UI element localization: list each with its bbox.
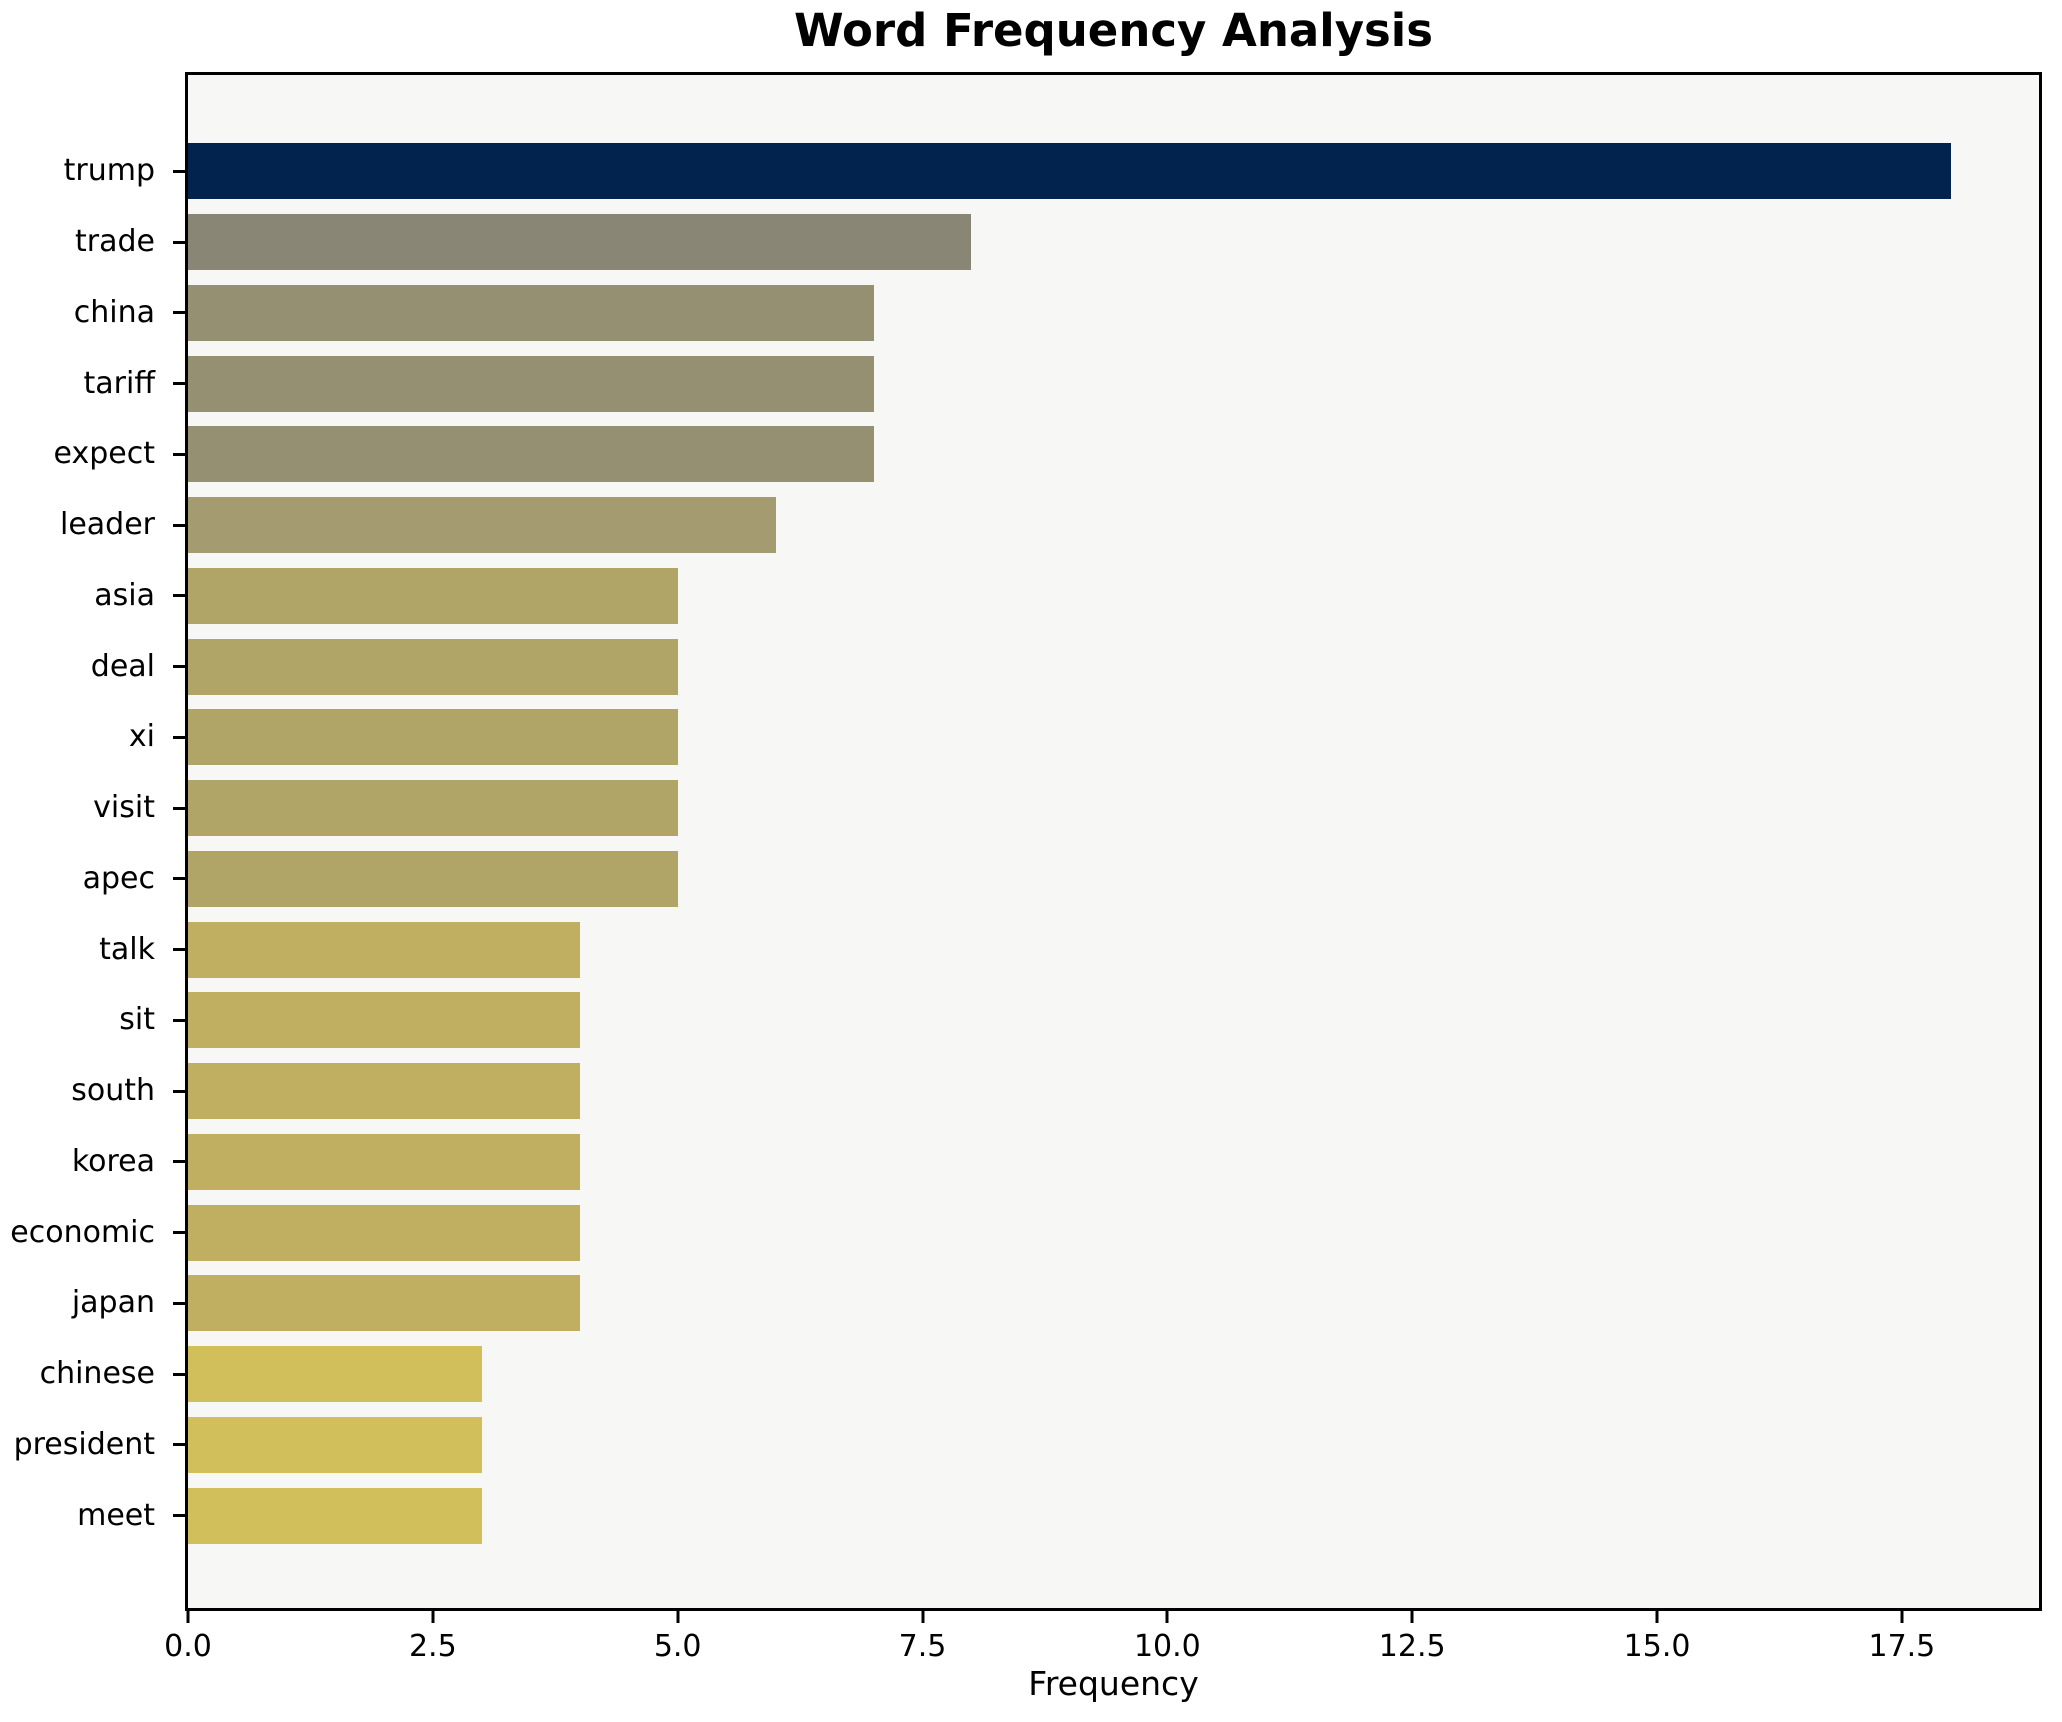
bar-korea [188, 1133, 580, 1190]
y-tick-mark [173, 311, 185, 315]
bar-sit [188, 992, 580, 1049]
x-tick-mark [1165, 1611, 1169, 1623]
y-tick-mark [173, 169, 185, 173]
x-tick-label: 2.5 [408, 1629, 457, 1664]
y-tick-mark [173, 1160, 185, 1164]
x-tick-mark [431, 1611, 435, 1623]
y-tick-label-korea: korea [71, 1143, 155, 1179]
x-tick-label: 15.0 [1623, 1629, 1691, 1664]
x-tick-mark [1655, 1611, 1659, 1623]
y-tick-label-sit: sit [119, 1002, 155, 1038]
bar-talk [188, 921, 580, 978]
x-tick-mark [1410, 1611, 1414, 1623]
y-tick-mark [173, 1089, 185, 1093]
chart-title: Word Frequency Analysis [793, 4, 1434, 57]
y-tick-mark [173, 1372, 185, 1376]
bar-japan [188, 1275, 580, 1332]
y-tick-mark [173, 523, 185, 527]
y-tick-mark [173, 452, 185, 456]
bars-container [188, 75, 2039, 1608]
y-tick-mark [173, 594, 185, 598]
y-tick-label-japan: japan [71, 1285, 155, 1321]
y-tick-label-apec: apec [82, 860, 155, 896]
bar-economic [188, 1204, 580, 1261]
y-tick-label-asia: asia [94, 577, 155, 613]
plot-area [185, 72, 2042, 1611]
y-tick-mark [173, 382, 185, 386]
y-tick-label-leader: leader [59, 507, 155, 543]
y-tick-label-deal: deal [90, 648, 155, 684]
x-tick-label: 0.0 [164, 1629, 212, 1664]
bar-asia [188, 567, 678, 624]
y-tick-label-trump: trump [63, 153, 155, 189]
bar-expect [188, 426, 874, 483]
y-tick-label-talk: talk [99, 931, 155, 967]
y-tick-mark [173, 1443, 185, 1447]
bar-deal [188, 638, 678, 695]
x-tick-mark [921, 1611, 925, 1623]
y-tick-mark [173, 1514, 185, 1518]
bar-visit [188, 780, 678, 837]
bar-trade [188, 214, 972, 271]
bar-south [188, 1063, 580, 1120]
y-tick-mark [173, 735, 185, 739]
y-tick-mark [173, 877, 185, 881]
x-tick-label: 12.5 [1378, 1629, 1446, 1664]
x-tick-mark [1900, 1611, 1904, 1623]
y-tick-label-china: china [73, 294, 155, 330]
bar-meet [188, 1487, 482, 1544]
y-tick-label-south: south [71, 1073, 155, 1109]
x-tick-label: 17.5 [1868, 1629, 1936, 1664]
y-tick-label-economic: economic [10, 1214, 155, 1250]
bar-trump [188, 143, 1951, 200]
x-axis: 0.0 2.5 5.0 7.5 10.0 12.5 15.0 17.5 [164, 1611, 2039, 1691]
bar-tariff [188, 355, 874, 412]
y-tick-mark [173, 240, 185, 244]
y-tick-label-tariff: tariff [83, 365, 155, 401]
y-tick-label-xi: xi [128, 719, 155, 755]
bar-xi [188, 709, 678, 766]
y-tick-label-expect: expect [53, 436, 155, 472]
y-tick-label-visit: visit [93, 790, 155, 826]
bar-president [188, 1416, 482, 1473]
y-tick-mark [173, 1231, 185, 1235]
bar-china [188, 284, 874, 341]
x-tick-label: 7.5 [898, 1629, 947, 1664]
y-tick-mark [173, 1018, 185, 1022]
y-tick-label-meet: meet [77, 1497, 155, 1533]
x-tick-mark [676, 1611, 680, 1623]
y-tick-mark [173, 1301, 185, 1305]
y-tick-label-president: president [13, 1426, 155, 1462]
x-tick-mark [186, 1611, 190, 1623]
y-tick-mark [173, 806, 185, 810]
bar-leader [188, 497, 776, 554]
bar-apec [188, 850, 678, 907]
x-axis-title: Frequency [1028, 1664, 1199, 1703]
x-tick-label: 5.0 [653, 1629, 702, 1664]
x-tick-label: 10.0 [1133, 1629, 1201, 1664]
y-tick-label-trade: trade [75, 224, 155, 260]
y-tick-mark [173, 948, 185, 952]
y-tick-label-chinese: chinese [39, 1356, 155, 1392]
y-tick-mark [173, 665, 185, 669]
bar-chinese [188, 1346, 482, 1403]
y-axis: trump trade china tariff expect leader asia dea… [0, 75, 185, 1608]
